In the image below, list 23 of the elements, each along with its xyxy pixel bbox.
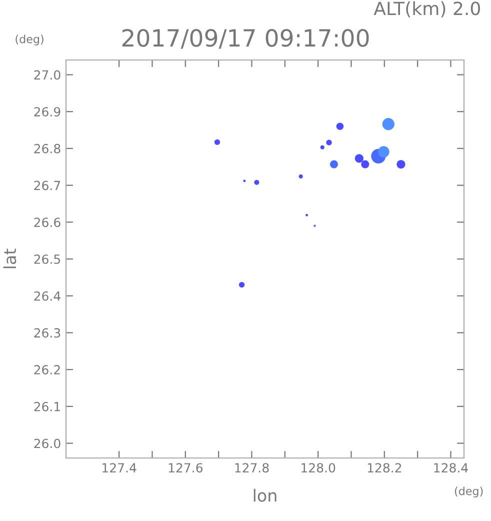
x-tick-label: 127.6 (168, 463, 203, 473)
x-axis-title: lon (254, 488, 276, 502)
x-tick-label: 128.4 (434, 463, 468, 473)
y-tick-label: 26.4 (34, 291, 60, 301)
x-tick-label: 127.4 (102, 463, 136, 472)
text: (deg) (454, 486, 483, 498)
x-tick-label: 128.0 (302, 463, 336, 473)
y-tick-label: 26.7 (34, 180, 60, 190)
y-tick-label: 26.9 (34, 107, 60, 117)
y-axis-title: lat (3, 248, 16, 268)
y-tick-label: 26.5 (34, 254, 60, 264)
y-tick-label: 26.1 (34, 402, 60, 412)
y-tick-label: 26.2 (34, 365, 60, 374)
x-tick-label: 128.2 (368, 463, 402, 473)
y-tick-label: 27.0 (34, 70, 60, 80)
y-tick-label: 26.6 (34, 218, 60, 228)
text: (deg) (16, 34, 44, 46)
x-tick-label: 127.8 (235, 463, 269, 473)
y-tick-label: 26.8 (34, 144, 60, 154)
chart-subtitle: ALT(km) 2.0 (374, 1, 480, 18)
y-tick-label: 26.0 (34, 438, 60, 448)
chart-title: 2017/09/17 09:17:00 (122, 28, 369, 49)
y-tick-label: 26.3 (34, 328, 60, 338)
